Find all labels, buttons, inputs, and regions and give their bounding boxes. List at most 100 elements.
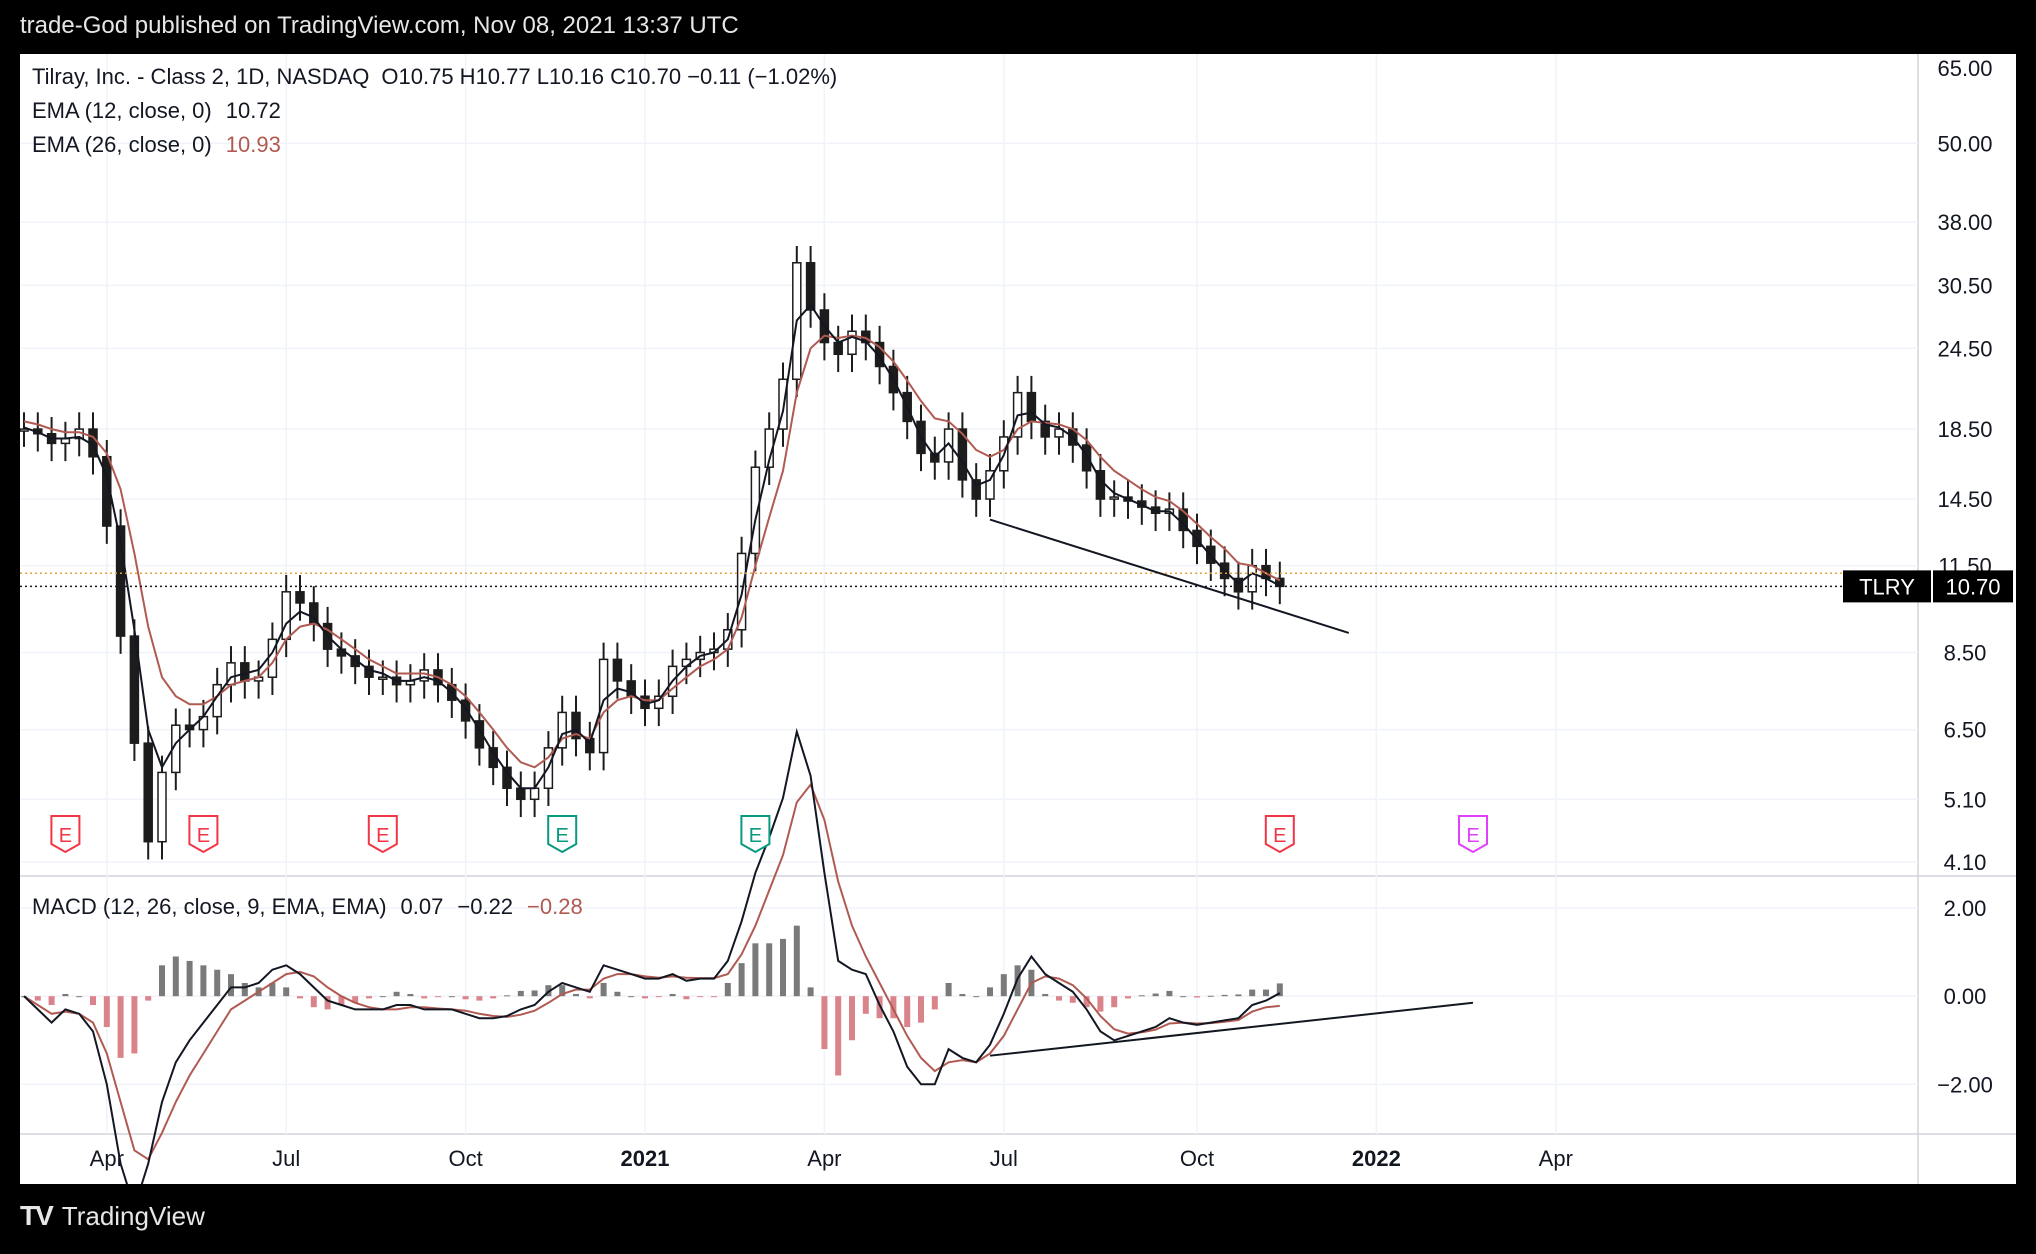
tradingview-footer: TV TradingView xyxy=(20,1200,205,1232)
earnings-label: E xyxy=(1466,825,1479,847)
candle-body xyxy=(1081,444,1092,472)
macd-histogram-bar xyxy=(614,991,621,997)
candle-body xyxy=(557,711,567,749)
macd-histogram-bar xyxy=(1097,996,1104,1012)
macd-histogram-bar xyxy=(780,938,786,997)
macd-histogram-bar xyxy=(228,974,234,997)
macd-histogram-bar xyxy=(793,925,800,997)
macd-histogram-bar xyxy=(76,996,83,998)
macd-line xyxy=(23,727,1281,1184)
macd-histogram-bar xyxy=(462,996,469,1000)
candle-body xyxy=(1233,577,1244,593)
candle-body xyxy=(1275,577,1285,588)
macd-histogram-bar xyxy=(1069,996,1076,1003)
earnings-badge xyxy=(740,815,771,854)
symbol-title: Tilray, Inc. - Class 2, 1D, NASDAQ O10.75… xyxy=(32,64,837,89)
macd-histogram-bar xyxy=(738,963,745,997)
candle-body xyxy=(571,711,581,740)
macd-signal-line xyxy=(23,782,1280,1161)
earnings-marker-icon: E xyxy=(50,815,81,854)
candle-body xyxy=(847,330,857,356)
time-tick-label: Apr xyxy=(1539,1146,1573,1171)
macd-histogram-bar xyxy=(573,993,579,997)
macd-histogram-bar xyxy=(642,996,648,999)
publish-header: trade-God published on TradingView.com, … xyxy=(20,12,739,39)
earnings-label: E xyxy=(556,825,569,847)
macd-histogram-bar xyxy=(876,996,883,1019)
macd-histogram-bar xyxy=(711,996,717,998)
macd-histogram-bar xyxy=(752,943,759,997)
macd-histogram-bar xyxy=(34,996,41,1001)
ema26-line xyxy=(23,334,1281,769)
price-tick-label: 4.10 xyxy=(1944,850,1987,875)
macd-histogram-bar xyxy=(283,987,290,997)
tradingview-logo-icon: TV xyxy=(20,1200,54,1231)
earnings-marker-icon: E xyxy=(188,815,219,854)
macd-histogram-bar xyxy=(1056,996,1062,1001)
macd-histogram-bar xyxy=(1263,989,1269,997)
candle-body xyxy=(157,771,167,843)
macd-histogram-bar xyxy=(517,990,524,997)
macd-histogram-bar xyxy=(628,996,635,998)
time-tick-label: Oct xyxy=(448,1146,482,1171)
macd-histogram-bar xyxy=(379,996,386,998)
candle-body xyxy=(350,655,360,668)
svg-text:10.70: 10.70 xyxy=(1945,574,2000,599)
macd-histogram-bar xyxy=(697,996,704,998)
time-tick-label: Jul xyxy=(272,1146,300,1171)
macd-histogram-bar xyxy=(200,965,207,997)
macd-histogram-bar xyxy=(931,996,938,1010)
earnings-badge xyxy=(547,815,578,854)
macd-histogram-bar xyxy=(973,996,980,998)
ema26-legend: EMA (26, close, 0) 10.93 xyxy=(32,132,281,157)
candle-body xyxy=(943,428,954,463)
candle-body xyxy=(1054,428,1064,438)
macd-histogram-bar xyxy=(352,996,359,1003)
candle-body xyxy=(985,470,995,500)
price-tick-label: 8.50 xyxy=(1944,641,1987,666)
macd-histogram-bar xyxy=(1235,994,1242,997)
earnings-badge xyxy=(367,815,398,854)
macd-histogram-bar xyxy=(324,996,331,1010)
macd-histogram-bar xyxy=(504,995,510,997)
macd-histogram-bar xyxy=(1221,994,1228,997)
price-trendline xyxy=(989,518,1350,634)
earnings-label: E xyxy=(59,825,72,847)
macd-histogram-bar xyxy=(117,996,124,1058)
macd-histogram-bar xyxy=(559,985,566,997)
macd-histogram-bar xyxy=(531,990,538,997)
macd-histogram-bar xyxy=(1000,974,1007,997)
earnings-marker-icon: E xyxy=(367,815,398,854)
candle-body xyxy=(957,428,968,481)
macd-histogram-bar xyxy=(1194,996,1200,998)
chart-frame: E E E E E E E Tilray, Inc. - Class 2, 1D, NASD… xyxy=(20,54,2016,1184)
earnings-marker-icon: E xyxy=(1458,815,1488,854)
ema12-line xyxy=(23,303,1281,790)
macd-histogram-bar xyxy=(393,991,400,997)
macd-histogram-bar xyxy=(186,960,193,997)
macd-histogram-bar xyxy=(490,996,497,999)
candle-body xyxy=(419,669,429,682)
macd-histogram-bar xyxy=(918,996,924,1023)
macd-histogram-bar xyxy=(586,996,593,999)
candle-body xyxy=(874,341,885,368)
earnings-marker-icon: E xyxy=(547,815,578,854)
macd-histogram-bar xyxy=(297,996,303,999)
macd-histogram-bar xyxy=(600,982,607,997)
time-tick-label: Apr xyxy=(807,1146,841,1171)
price-tick-label: 65.00 xyxy=(1937,56,1992,81)
macd-histogram-bar xyxy=(683,996,690,1000)
price-tick-label: 38.00 xyxy=(1937,210,1992,235)
time-tick-label: Apr xyxy=(90,1146,124,1171)
chart-canvas[interactable]: E E E E E E E Tilray, Inc. - Class 2, 1D, NASD… xyxy=(20,54,2016,1184)
macd-histogram-bar xyxy=(1125,996,1131,999)
macd-histogram-bar xyxy=(1042,993,1049,997)
macd-histogram-bar xyxy=(669,993,676,997)
macd-histogram-bar xyxy=(366,996,372,999)
macd-histogram-bar xyxy=(48,996,55,1005)
candle-body xyxy=(1247,564,1257,593)
macd-histogram-bar xyxy=(476,996,483,1001)
macd-histogram-bar xyxy=(1083,996,1090,1008)
candle-body xyxy=(516,787,526,801)
candle-body xyxy=(971,479,981,500)
